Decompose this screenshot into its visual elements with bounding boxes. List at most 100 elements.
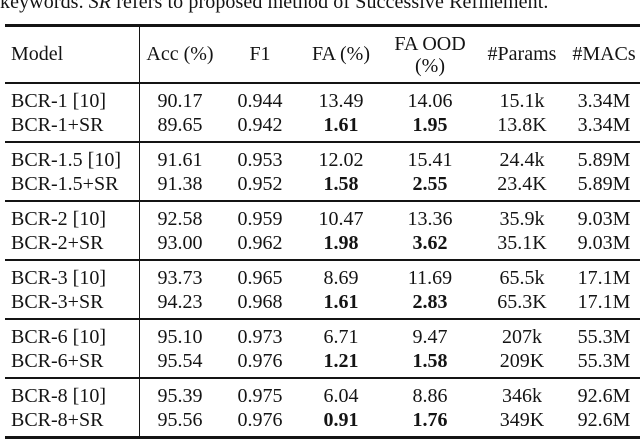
cell-f1: 0.965 — [237, 266, 283, 289]
cell-fa: 12.02 — [318, 148, 364, 171]
cell-macs: 55.3M — [566, 349, 640, 379]
cell-params: 24.4k — [499, 148, 545, 171]
cell-f1: 0.962 — [220, 231, 300, 261]
table-row: BCR-8 [10] 95.39 0.975 6.04 8.86 346k 92.6M — [5, 378, 640, 408]
cell-fa-ood: 9.47 — [412, 325, 448, 348]
cell-fa-ood: 2.83 — [382, 290, 478, 320]
table-row: BCR-6 [10] 95.10 0.973 6.71 9.47 207k 55.3M — [5, 319, 640, 349]
table-row: BCR-6+SR 95.54 0.976 1.21 1.58 209K 55.3M — [5, 349, 640, 379]
cell-f1: 0.976 — [220, 349, 300, 379]
header-row: Model Acc (%) F1 FA (%) FA OOD (%) #Para… — [5, 25, 640, 84]
cell-macs: 3.34M — [577, 89, 631, 112]
cell-fa-ood: 1.58 — [382, 349, 478, 379]
cell-fa-ood: 15.41 — [407, 148, 453, 171]
cell-fa-ood: 2.55 — [382, 172, 478, 202]
cell-fa: 6.04 — [323, 384, 359, 407]
cell-macs: 17.1M — [566, 290, 640, 320]
cell-f1: 0.942 — [220, 113, 300, 143]
cell-fa: 13.49 — [318, 89, 364, 112]
cell-fa: 0.91 — [323, 408, 359, 431]
cell-fa: 1.61 — [300, 113, 382, 143]
cell-macs: 3.34M — [566, 113, 640, 143]
cell-model: BCR-1.5 [10] — [11, 148, 121, 171]
cell-model: BCR-2 [10] — [11, 207, 106, 230]
col-header-params: #Params — [478, 25, 566, 84]
cell-fa-ood: 8.86 — [412, 384, 448, 407]
col-header-f1: F1 — [220, 25, 300, 84]
cell-fa: 6.71 — [323, 325, 359, 348]
cell-fa: 8.69 — [323, 266, 359, 289]
table-row: BCR-1.5+SR 91.38 0.952 1.58 2.55 23.4K 5.89M — [5, 172, 640, 202]
cell-model: BCR-3+SR — [5, 290, 140, 320]
caption-suffix: refers to proposed method of Successive … — [111, 0, 549, 13]
col-header-accuracy: Acc (%) — [139, 25, 220, 84]
table-row: BCR-1.5 [10] 91.61 0.953 12.02 15.41 24.4k 5.8… — [5, 142, 640, 172]
caption-prefix: keywords. — [0, 0, 89, 13]
cell-f1: 0.953 — [237, 148, 283, 171]
cell-model: BCR-8 [10] — [11, 384, 106, 407]
cell-acc: 93.00 — [139, 231, 220, 261]
cell-acc: 95.54 — [139, 349, 220, 379]
table-row: BCR-1 [10] 90.17 0.944 13.49 14.06 15.1k 3.34M — [5, 83, 640, 113]
cell-model: BCR-2+SR — [5, 231, 140, 261]
cell-model: BCR-6 [10] — [11, 325, 106, 348]
cell-macs: 9.03M — [566, 231, 640, 261]
cell-params: 65.3K — [478, 290, 566, 320]
cell-f1: 0.968 — [220, 290, 300, 320]
cell-macs: 5.89M — [577, 148, 631, 171]
cell-macs: 55.3M — [577, 325, 631, 348]
cell-params: 35.9k — [499, 207, 545, 230]
table-row: BCR-8+SR 95.56 0.976 0.91 1.76 349K 92.6M — [5, 408, 640, 438]
cell-fa: 1.98 — [300, 231, 382, 261]
caption-sr-abbreviation: SR — [88, 0, 112, 13]
cell-params: 13.8K — [478, 113, 566, 143]
col-header-fa: FA (%) — [300, 25, 382, 84]
cell-acc: 95.10 — [139, 319, 220, 349]
cell-f1: 0.944 — [237, 89, 283, 112]
cell-acc: 94.23 — [139, 290, 220, 320]
cell-f1: 0.952 — [220, 172, 300, 202]
cell-model: BCR-6+SR — [5, 349, 140, 379]
table-row: BCR-2 [10] 92.58 0.959 10.47 13.36 35.9k 9.03M — [5, 201, 640, 231]
cell-acc: 89.65 — [139, 113, 220, 143]
cell-macs: 5.89M — [566, 172, 640, 202]
cell-acc: 91.61 — [139, 142, 220, 172]
cell-macs: 92.6M — [577, 408, 631, 431]
results-table: Model Acc (%) F1 FA (%) FA OOD (%) #Para… — [5, 24, 640, 439]
table-row: BCR-2+SR 93.00 0.962 1.98 3.62 35.1K 9.03M — [5, 231, 640, 261]
table-row: BCR-3 [10] 93.73 0.965 8.69 11.69 65.5k 17.1M — [5, 260, 640, 290]
cell-params: 349K — [499, 408, 545, 431]
col-header-fa-ood-line1: FA OOD — [394, 32, 466, 55]
cell-params: 209K — [478, 349, 566, 379]
cell-fa-ood: 1.95 — [382, 113, 478, 143]
col-header-fa-ood-line2: (%) — [415, 54, 445, 77]
cell-f1: 0.973 — [237, 325, 283, 348]
cell-params: 346k — [502, 384, 542, 407]
cell-params: 65.5k — [499, 266, 545, 289]
cell-fa-ood: 3.62 — [382, 231, 478, 261]
col-header-macs: #MACs — [566, 25, 640, 84]
cell-f1: 0.959 — [237, 207, 283, 230]
cell-macs: 9.03M — [577, 207, 631, 230]
cell-fa: 10.47 — [318, 207, 364, 230]
cell-model: BCR-1 [10] — [11, 89, 106, 112]
cell-model: BCR-1+SR — [5, 113, 140, 143]
col-header-model: Model — [5, 25, 140, 84]
cell-fa: 1.61 — [300, 290, 382, 320]
cell-acc: 91.38 — [139, 172, 220, 202]
cell-params: 15.1k — [499, 89, 545, 112]
cell-fa-ood: 13.36 — [407, 207, 453, 230]
table-caption: keywords. SR refers to proposed method o… — [0, 0, 640, 13]
cell-fa-ood: 11.69 — [407, 266, 453, 289]
cell-f1: 0.976 — [237, 408, 283, 431]
cell-model: BCR-3 [10] — [11, 266, 106, 289]
cell-params: 207k — [502, 325, 542, 348]
cell-acc: 90.17 — [139, 83, 220, 113]
cell-fa: 1.21 — [300, 349, 382, 379]
cell-macs: 17.1M — [577, 266, 631, 289]
cell-f1: 0.975 — [237, 384, 283, 407]
cell-acc: 95.56 — [139, 408, 220, 438]
cell-acc: 92.58 — [139, 201, 220, 231]
col-header-fa-ood: FA OOD (%) — [382, 25, 478, 84]
cell-acc: 95.39 — [139, 378, 220, 408]
